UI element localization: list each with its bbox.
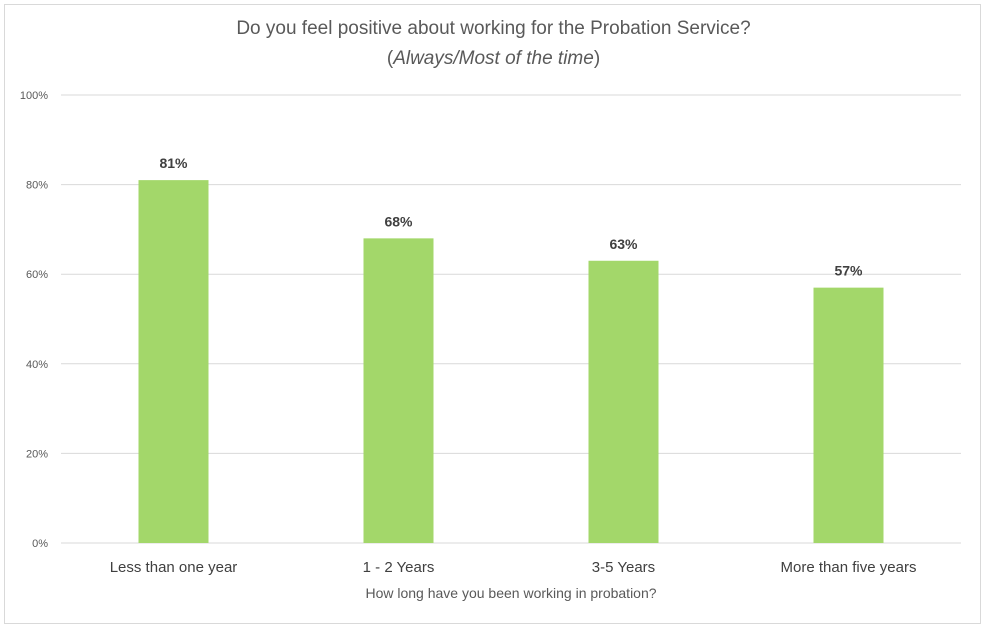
bar: [813, 287, 884, 543]
y-tick-label: 40%: [26, 359, 48, 371]
data-labels: 81% 68% 63% 57%: [159, 155, 863, 279]
data-label: 81%: [159, 155, 188, 171]
category-labels: Less than one year 1 - 2 Years 3-5 Years Mo…: [110, 559, 917, 576]
category-label: Less than one year: [110, 559, 238, 576]
data-label: 68%: [384, 213, 413, 229]
subtitle-open: (: [386, 48, 394, 69]
data-label: 57%: [834, 263, 863, 279]
bar: [138, 180, 209, 543]
y-tick-label: 0%: [32, 538, 48, 550]
bar: [588, 260, 659, 543]
data-label: 63%: [609, 236, 638, 252]
gridlines: [61, 94, 961, 544]
category-label: More than five years: [781, 559, 917, 576]
y-tick-label: 80%: [26, 180, 48, 192]
y-tick-label: 100%: [20, 90, 48, 102]
y-tick-label: 60%: [26, 269, 48, 281]
subtitle-close: ): [593, 48, 601, 69]
y-tick-label: 20%: [26, 448, 48, 460]
x-axis-title: How long have you been working in probat…: [365, 585, 656, 601]
y-tick-labels: 0% 20% 40% 60% 80% 100%: [20, 90, 48, 550]
bar: [363, 238, 434, 544]
subtitle-italic: Always/Most of the time: [393, 48, 594, 69]
category-label: 1 - 2 Years: [363, 559, 435, 576]
chart-title: Do you feel positive about working for t…: [236, 18, 751, 39]
bars: [138, 180, 884, 544]
category-label: 3-5 Years: [592, 559, 655, 576]
chart-subtitle: (Always/Most of the time): [0, 48, 987, 70]
